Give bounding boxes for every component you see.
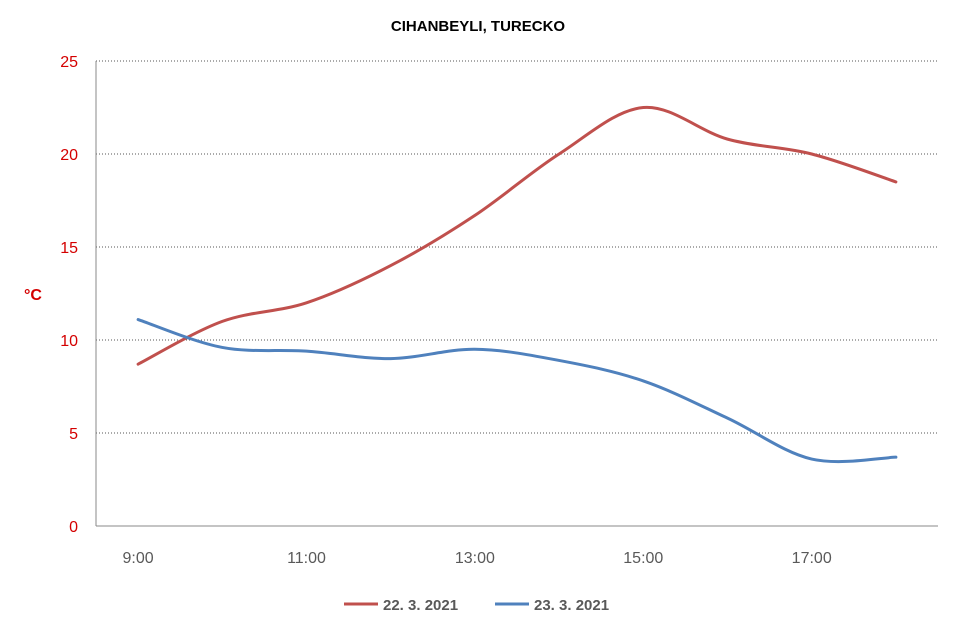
y-tick-labels: 0 5 10 15 20 25 (60, 54, 78, 536)
y-tick-label: 5 (69, 426, 78, 443)
x-tick-label: 11:00 (287, 550, 326, 567)
y-tick-label: 0 (69, 519, 78, 536)
y-tick-label: 15 (60, 240, 78, 257)
series-line-2 (136, 318, 898, 464)
y-tick-label: 25 (60, 54, 78, 71)
legend-label: 22. 3. 2021 (383, 597, 458, 614)
x-tick-labels: 9:00 11:00 13:00 15:00 17:00 (123, 550, 832, 567)
chart-title: CIHANBEYLI, TURECKO (391, 18, 566, 35)
x-tick-label: 9:00 (123, 550, 154, 567)
legend-item-2: 23. 3. 2021 (495, 597, 609, 614)
x-tick-label: 15:00 (623, 550, 663, 567)
series-lines (136, 105, 898, 464)
x-tick-label: 17:00 (792, 550, 832, 567)
legend: 22. 3. 2021 23. 3. 2021 (344, 597, 609, 614)
gridlines (96, 60, 938, 434)
legend-item-1: 22. 3. 2021 (344, 597, 458, 614)
x-tick-label: 13:00 (455, 550, 495, 567)
y-axis-label: °C (24, 287, 42, 304)
series-line-1 (136, 105, 898, 366)
axes (95, 61, 938, 527)
y-tick-label: 10 (60, 333, 78, 350)
y-tick-label: 20 (60, 147, 78, 164)
legend-label: 23. 3. 2021 (534, 597, 609, 614)
